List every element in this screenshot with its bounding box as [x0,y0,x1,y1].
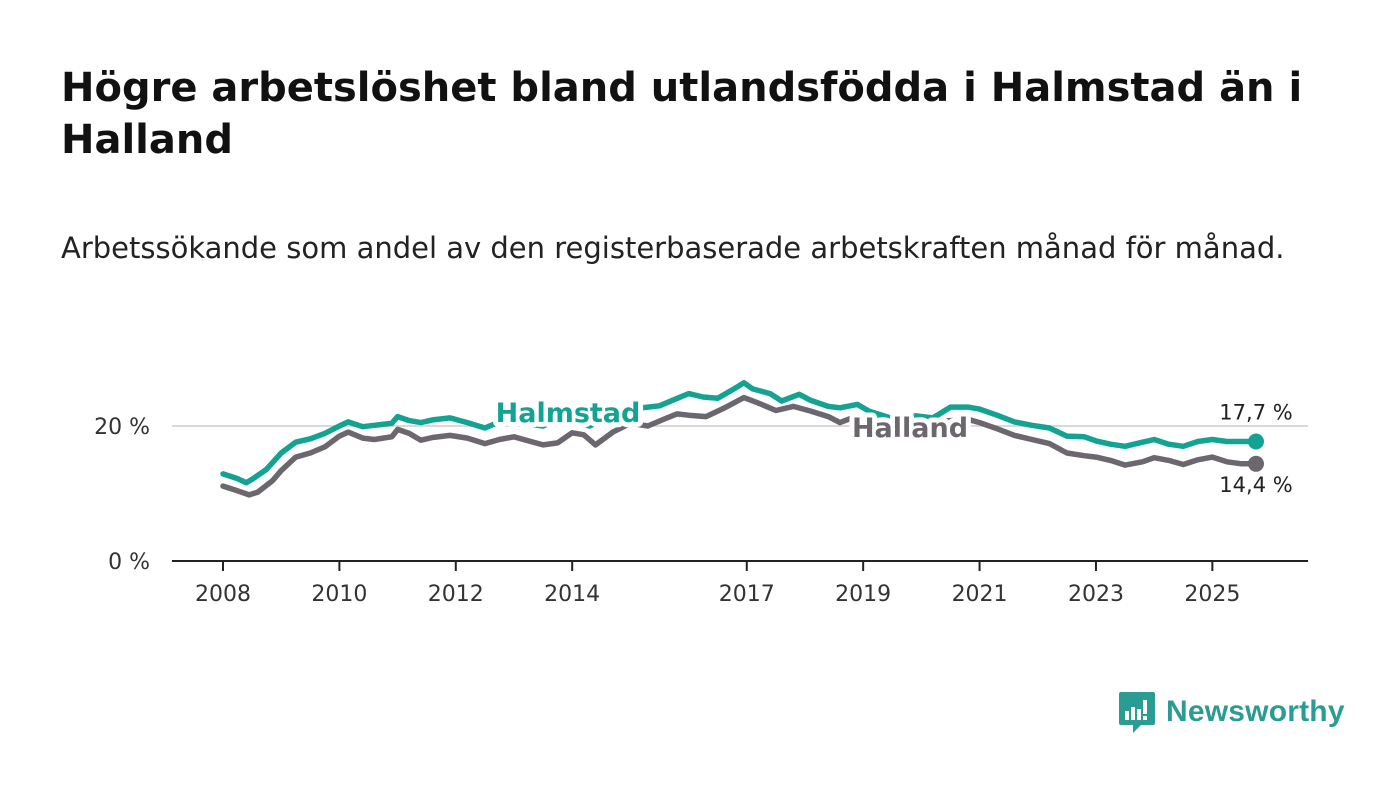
x-tick-label: 2025 [1184,582,1240,607]
x-axis: 2008 2010 2012 2014 2017 2019 2021 2023 2025 [172,560,1308,607]
x-tick-label: 2021 [952,582,1008,607]
chart-title: Högre arbetslöshet bland utlandsfödda i … [61,65,1303,163]
x-tick-label: 2023 [1068,582,1124,607]
x-tick-label: 2019 [835,582,891,607]
series-labels: Halmstad Halland 17,7 % 14,4 % [491,393,1293,497]
brand-name: Newsworthy [1166,695,1345,728]
x-tick-label: 2008 [195,582,251,607]
x-tick-label: 2014 [544,582,600,607]
x-tick-label: 2017 [719,582,775,607]
series-label-halland: Halland [852,413,968,444]
series-lines [220,380,1264,498]
x-tick-label: 2012 [428,582,484,607]
end-dot-halland [1248,455,1264,472]
y-tick-label: 20 % [94,415,150,440]
series-line-halmstad [220,380,1259,486]
newsworthy-logo-icon [1119,692,1155,733]
newsworthy-logo: Newsworthy [1118,690,1345,734]
x-tick-label: 2010 [311,582,367,607]
gridlines: 0 % 20 % [94,415,1308,575]
chart-subtitle: Arbetssökande som andel av den registerb… [61,231,1285,265]
end-value-label-halland: 14,4 % [1219,473,1292,497]
series-label-halmstad: Halmstad [496,398,641,429]
end-dot-halmstad [1248,433,1264,450]
series-line-halland [220,394,1259,498]
end-value-label-halmstad: 17,7 % [1219,401,1292,425]
y-tick-label: 0 % [108,550,150,575]
